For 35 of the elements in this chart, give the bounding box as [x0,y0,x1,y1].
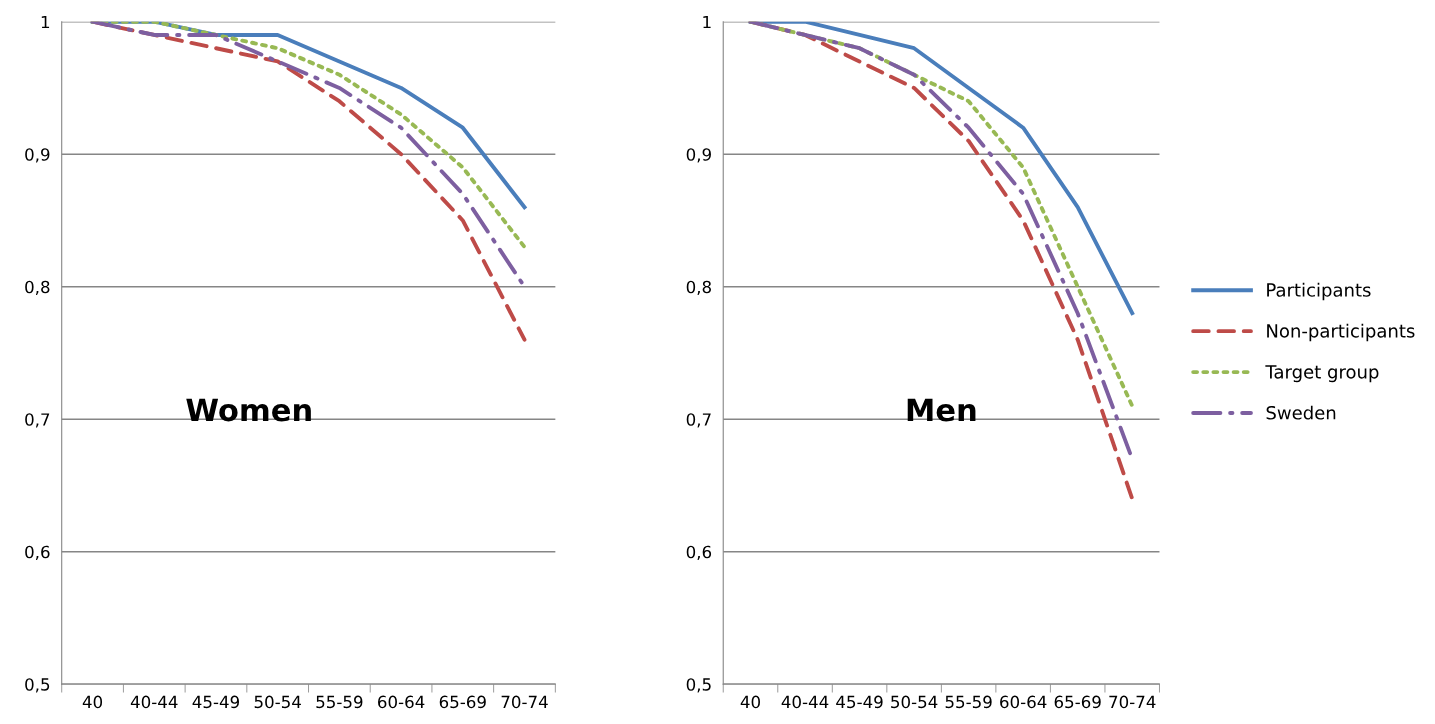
x-tick-label: 45-49 [192,695,240,709]
y-tick-label: 0,5 [25,678,50,693]
x-tick-label: 50-54 [254,695,301,709]
y-tick-label: 0,9 [686,148,711,163]
legend-label: Target group [1265,365,1379,383]
x-tick-label: 40-44 [781,695,829,709]
x-tick-label: 65-69 [1054,695,1101,709]
legend-label: Participants [1267,282,1371,301]
annotation: Women [186,398,311,422]
y-tick-label: 0,6 [25,545,50,560]
x-tick-label: 40 [740,695,760,709]
y-tick-label: 0,8 [25,280,50,295]
x-tick-label: 70-74 [501,695,548,709]
legend-label: Sweden [1266,405,1336,420]
y-tick-label: 0,7 [686,413,711,428]
x-tick-label: 55-59 [316,695,363,709]
y-tick-label: 1 [703,15,711,29]
annotation: Men [907,398,976,422]
x-tick-label: 60-64 [378,695,425,709]
line-series [748,21,1135,316]
y-tick-label: 0,5 [686,678,711,693]
y-tick-label: 0,7 [25,413,50,428]
x-tick-label: 60-64 [1000,695,1047,709]
x-tick-label: 40 [82,695,103,709]
x-tick-label: 45-49 [836,695,883,709]
y-tick-label: 0,9 [25,148,50,163]
x-tick-label: 50-54 [891,695,938,709]
y-tick-label: 0,8 [686,280,711,295]
x-tick-label: 40-44 [130,695,178,709]
x-tick-label: 55-59 [945,695,992,709]
x-tick-label: 65-69 [439,695,486,709]
x-tick-label: 70-74 [1109,695,1156,709]
legend-label: Non-participants [1267,323,1415,342]
y-tick-label: 0,6 [686,545,712,560]
y-tick-label: 1 [41,15,50,29]
